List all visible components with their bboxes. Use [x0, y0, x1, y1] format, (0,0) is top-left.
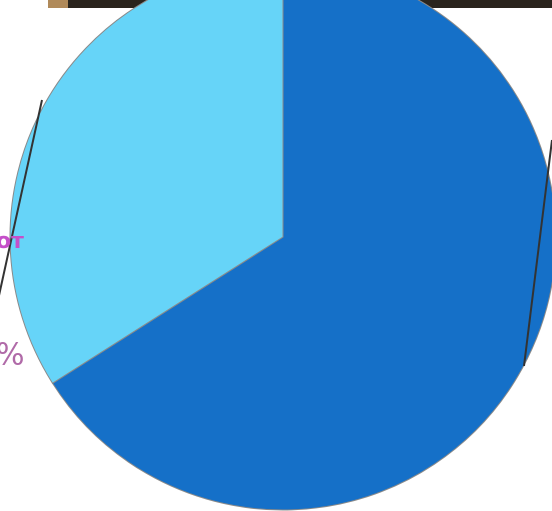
leader-line [523, 139, 552, 367]
photo-strip-edge [48, 0, 68, 8]
pie [9, 0, 552, 511]
pie-slice [9, 0, 284, 384]
pie-slice [51, 0, 552, 511]
annotation: % [0, 338, 25, 373]
annotation: от [0, 229, 24, 254]
leader-line [0, 99, 43, 296]
